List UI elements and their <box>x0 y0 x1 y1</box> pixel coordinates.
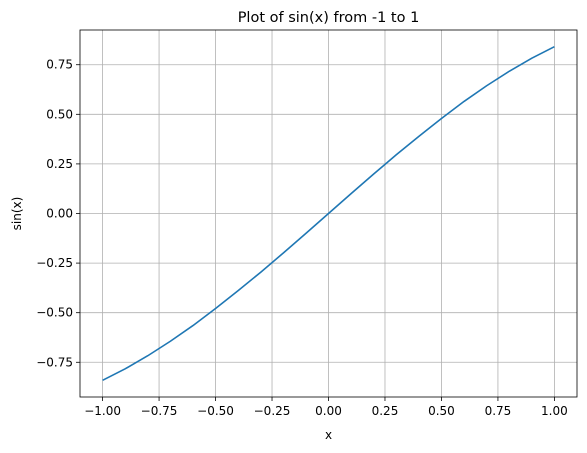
x-tick-label: −0.25 <box>254 404 291 418</box>
sin-series-line <box>102 45 555 382</box>
chart-title: Plot of sin(x) from -1 to 1 <box>238 10 420 26</box>
x-tick-label: 0.25 <box>372 404 399 418</box>
x-tick-label: 0.75 <box>485 404 512 418</box>
y-tick-label: 0.25 <box>46 157 73 171</box>
data-series <box>102 45 555 382</box>
y-axis-label: sin(x) <box>10 197 24 231</box>
y-tick-label: −0.75 <box>36 355 73 369</box>
x-axis-label: x <box>325 428 332 442</box>
y-tick-label: −0.50 <box>36 306 73 320</box>
y-axis-ticks: −0.75 −0.50 −0.25 0.00 0.25 0.50 0.75 <box>36 58 80 369</box>
x-tick-label: 0.00 <box>315 404 342 418</box>
x-tick-label: 1.00 <box>541 404 568 418</box>
x-tick-label: −0.50 <box>197 404 234 418</box>
y-tick-label: 0.50 <box>46 107 73 121</box>
x-tick-label: 0.50 <box>428 404 455 418</box>
x-axis-ticks: −1.00 −0.75 −0.50 −0.25 0.00 0.25 0.50 0.75 1.00 <box>84 397 568 418</box>
y-tick-label: 0.00 <box>46 207 73 221</box>
y-tick-label: −0.25 <box>36 256 73 270</box>
x-tick-label: −0.75 <box>141 404 178 418</box>
x-tick-label: −1.00 <box>84 404 121 418</box>
y-tick-label: 0.75 <box>46 58 73 72</box>
